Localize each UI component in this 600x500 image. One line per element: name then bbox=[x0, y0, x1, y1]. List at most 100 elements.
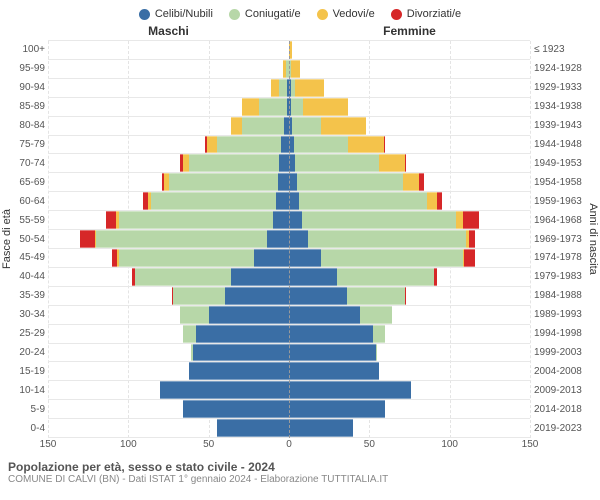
segment-single bbox=[289, 211, 302, 229]
age-row bbox=[48, 79, 289, 98]
age-row bbox=[289, 287, 530, 306]
xaxis-tick: 50 bbox=[203, 439, 214, 450]
age-row bbox=[289, 381, 530, 400]
age-tick: 75-79 bbox=[14, 135, 48, 154]
pyramid-chart: Fasce di età 100+95-9990-9485-8980-8475-… bbox=[0, 40, 600, 438]
segment-married bbox=[189, 154, 279, 172]
age-row bbox=[48, 211, 289, 230]
segment-widowed bbox=[403, 173, 419, 191]
birth-tick: 1959-1963 bbox=[530, 192, 586, 211]
age-row bbox=[289, 60, 530, 79]
age-row bbox=[48, 154, 289, 173]
birth-tick: 1929-1933 bbox=[530, 78, 586, 97]
birth-tick: 2019-2023 bbox=[530, 419, 586, 438]
birth-tick: 1979-1983 bbox=[530, 267, 586, 286]
segment-widowed bbox=[295, 79, 324, 97]
birth-tick: 1984-1988 bbox=[530, 286, 586, 305]
segment-married bbox=[151, 192, 276, 210]
age-row bbox=[289, 306, 530, 325]
column-headers: Maschi Femmine bbox=[0, 24, 600, 40]
segment-divorced bbox=[469, 230, 475, 248]
segment-single bbox=[193, 344, 289, 362]
birth-tick: 1994-1998 bbox=[530, 324, 586, 343]
age-tick: 15-19 bbox=[14, 362, 48, 381]
segment-single bbox=[225, 287, 289, 305]
segment-married bbox=[302, 211, 456, 229]
footer: Popolazione per età, sesso e stato civil… bbox=[0, 454, 600, 487]
age-row bbox=[48, 249, 289, 268]
segment-married bbox=[337, 268, 433, 286]
segment-widowed bbox=[291, 60, 301, 78]
header-female: Femmine bbox=[289, 24, 530, 40]
segment-single bbox=[279, 154, 289, 172]
segment-single bbox=[289, 249, 321, 267]
age-row bbox=[48, 400, 289, 419]
segment-single bbox=[289, 325, 373, 343]
segment-single bbox=[276, 192, 289, 210]
segment-married bbox=[217, 136, 281, 154]
segment-divorced bbox=[463, 211, 479, 229]
segment-single bbox=[278, 173, 289, 191]
segment-single bbox=[217, 419, 289, 437]
age-row bbox=[48, 381, 289, 400]
age-tick: 30-34 bbox=[14, 305, 48, 324]
segment-widowed bbox=[427, 192, 437, 210]
age-row bbox=[48, 98, 289, 117]
segment-married bbox=[292, 117, 321, 135]
segment-single bbox=[267, 230, 289, 248]
segment-single bbox=[209, 306, 289, 324]
age-row bbox=[48, 362, 289, 381]
segment-single bbox=[196, 325, 289, 343]
birth-tick: 2004-2008 bbox=[530, 362, 586, 381]
segment-married bbox=[294, 136, 349, 154]
legend-item: Divorziati/e bbox=[391, 8, 461, 20]
segment-divorced bbox=[464, 249, 475, 267]
segment-single bbox=[254, 249, 289, 267]
age-row bbox=[48, 344, 289, 363]
age-row bbox=[289, 419, 530, 438]
segment-married bbox=[119, 211, 273, 229]
yaxis-left-label: Fasce di età bbox=[0, 40, 14, 438]
birth-tick: 1954-1958 bbox=[530, 173, 586, 192]
segment-single bbox=[160, 381, 289, 399]
age-tick: 35-39 bbox=[14, 286, 48, 305]
age-tick: 90-94 bbox=[14, 78, 48, 97]
segment-married bbox=[259, 98, 288, 116]
xaxis-left: 150100500 bbox=[48, 438, 289, 454]
segment-widowed bbox=[379, 154, 405, 172]
birth-tick: 2009-2013 bbox=[530, 381, 586, 400]
segment-single bbox=[289, 287, 347, 305]
xaxis-tick: 50 bbox=[364, 439, 375, 450]
age-row bbox=[48, 136, 289, 155]
segment-married bbox=[373, 325, 386, 343]
age-row bbox=[289, 117, 530, 136]
age-row bbox=[289, 136, 530, 155]
xaxis-tick: 100 bbox=[441, 439, 458, 450]
age-tick: 10-14 bbox=[14, 381, 48, 400]
age-row bbox=[289, 173, 530, 192]
xaxis-tick: 100 bbox=[120, 439, 137, 450]
segment-married bbox=[308, 230, 465, 248]
plot-half-male bbox=[48, 41, 289, 438]
legend-swatch bbox=[317, 9, 328, 20]
age-row bbox=[48, 306, 289, 325]
legend-label: Celibi/Nubili bbox=[155, 8, 213, 20]
segment-married bbox=[180, 306, 209, 324]
age-row bbox=[48, 287, 289, 306]
birth-tick: 1999-2003 bbox=[530, 343, 586, 362]
age-row bbox=[48, 192, 289, 211]
age-tick: 95-99 bbox=[14, 59, 48, 78]
segment-married bbox=[173, 287, 224, 305]
segment-single bbox=[289, 381, 411, 399]
segment-widowed bbox=[207, 136, 217, 154]
segment-married bbox=[299, 192, 428, 210]
segment-married bbox=[169, 173, 278, 191]
segment-widowed bbox=[348, 136, 383, 154]
age-tick: 65-69 bbox=[14, 173, 48, 192]
birth-tick: 1964-1968 bbox=[530, 211, 586, 230]
birth-tick: 1939-1943 bbox=[530, 116, 586, 135]
yaxis-left-ticks: 100+95-9990-9485-8980-8475-7970-7465-696… bbox=[14, 40, 48, 438]
age-row bbox=[289, 362, 530, 381]
segment-married bbox=[347, 287, 405, 305]
age-row bbox=[48, 117, 289, 136]
